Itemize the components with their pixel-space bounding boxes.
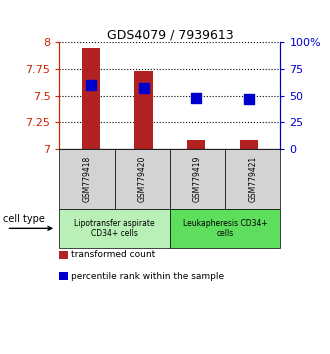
- Text: cell type: cell type: [3, 215, 45, 224]
- Text: GSM779419: GSM779419: [193, 155, 202, 202]
- Text: GSM779420: GSM779420: [138, 155, 147, 202]
- Bar: [187, 140, 206, 149]
- Point: [246, 96, 251, 102]
- Point: [141, 85, 146, 91]
- Bar: [134, 71, 153, 149]
- Text: Leukapheresis CD34+
cells: Leukapheresis CD34+ cells: [183, 219, 268, 238]
- Text: Lipotransfer aspirate
CD34+ cells: Lipotransfer aspirate CD34+ cells: [74, 219, 155, 238]
- Text: transformed count: transformed count: [71, 250, 155, 259]
- Text: GSM779418: GSM779418: [82, 156, 91, 202]
- Bar: [82, 48, 100, 149]
- Text: GSM779421: GSM779421: [248, 156, 257, 202]
- Title: GDS4079 / 7939613: GDS4079 / 7939613: [107, 28, 233, 41]
- Point: [194, 95, 199, 101]
- Text: percentile rank within the sample: percentile rank within the sample: [71, 272, 224, 281]
- Point: [88, 82, 94, 88]
- Bar: [240, 140, 258, 149]
